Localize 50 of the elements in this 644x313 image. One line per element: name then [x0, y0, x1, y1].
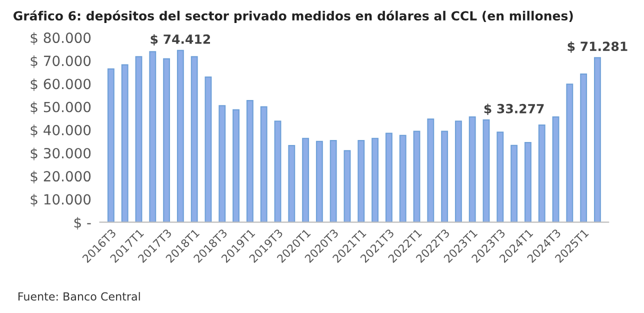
bar [149, 51, 156, 222]
bar [552, 116, 560, 222]
bar [427, 118, 434, 222]
bar [538, 124, 546, 222]
bar [372, 138, 379, 222]
data-label: $ 74.412 [150, 34, 210, 46]
bar [510, 144, 518, 222]
bar [524, 142, 532, 222]
bar [232, 109, 240, 222]
bar [399, 134, 406, 222]
y-tick-label: $ 60.000 [30, 78, 91, 92]
y-tick-label: $ 70.000 [30, 55, 91, 68]
bar [135, 56, 142, 222]
chart-title: Gráfico 6: depósitos del sector privado medidos en dólares al CCL (en millones) [14, 10, 573, 23]
bar [496, 132, 504, 222]
bar [385, 132, 392, 222]
bar [482, 119, 490, 222]
y-tick-label: $ 50.000 [30, 102, 91, 114]
bar [441, 130, 448, 222]
bar [163, 58, 170, 222]
bar [594, 57, 601, 222]
bar [413, 130, 420, 222]
bar [246, 100, 254, 222]
source-note: Fuente: Banco Central [18, 292, 140, 301]
bar [260, 106, 268, 222]
bar [204, 76, 212, 222]
bar [274, 120, 282, 222]
bar [121, 64, 128, 222]
y-tick-label: $ - [74, 216, 91, 230]
bar [190, 56, 198, 222]
y-tick-label: $ 20.000 [30, 170, 91, 184]
bar [454, 120, 462, 222]
bar [330, 140, 337, 222]
bar [344, 150, 351, 222]
y-tick-label: $ 80.000 [30, 32, 91, 45]
bar [316, 140, 323, 222]
y-tick-label: $ 10.000 [30, 194, 91, 206]
bar [218, 105, 226, 222]
data-label: $ 71.281 [568, 41, 628, 53]
bar [566, 84, 574, 222]
data-label: $ 33.277 [484, 104, 544, 116]
bar [176, 50, 184, 222]
bar [358, 140, 365, 222]
bar [107, 68, 114, 222]
y-tick-label: $ 40.000 [30, 124, 91, 138]
bar [288, 145, 296, 222]
bar [580, 73, 588, 222]
y-tick-label: $ 30.000 [30, 148, 91, 160]
bar [302, 138, 310, 222]
bar [468, 116, 476, 222]
